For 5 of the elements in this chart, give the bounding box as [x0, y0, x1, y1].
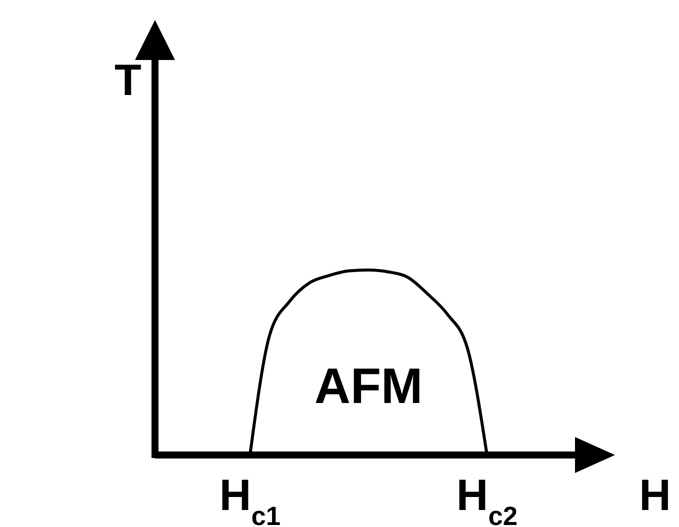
y-axis-title: T: [114, 56, 142, 105]
annotation: AFM: [314, 358, 423, 414]
x-axis-title: H: [639, 471, 671, 520]
x-tick-label: H$_{c2}$: [456, 471, 518, 527]
x-tick-label: H$_{c1}$: [219, 471, 281, 527]
